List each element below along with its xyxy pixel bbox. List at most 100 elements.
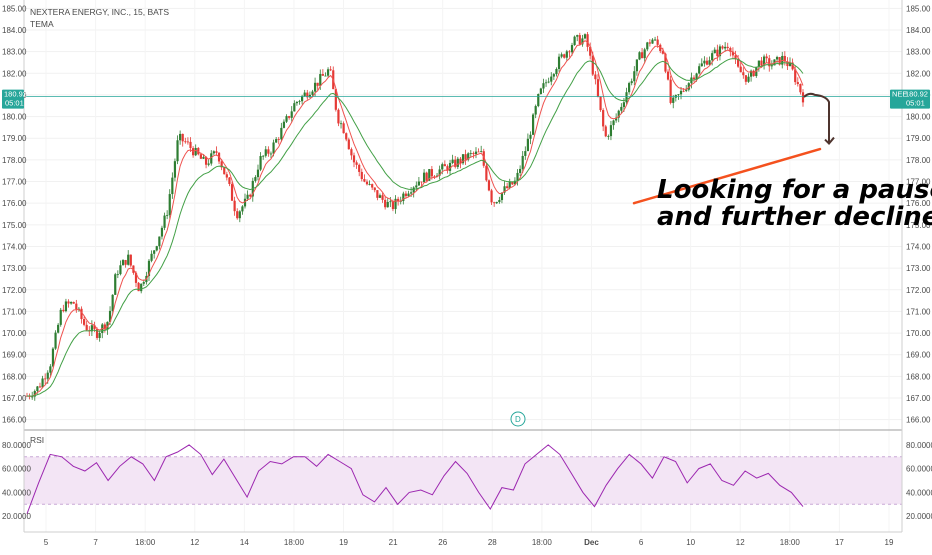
candle — [184, 137, 187, 144]
badge-left-time: 05:01 — [5, 99, 24, 108]
candle — [350, 147, 353, 160]
candle — [560, 52, 563, 59]
candle — [342, 121, 345, 134]
candle — [446, 164, 449, 174]
candle — [98, 330, 101, 342]
candle — [700, 58, 703, 67]
candle — [67, 299, 70, 308]
candle — [705, 57, 709, 66]
price-tick-label: 166.00 — [906, 416, 931, 425]
candle — [703, 56, 706, 67]
candle — [114, 272, 117, 295]
candle — [238, 210, 241, 223]
candle — [259, 152, 262, 172]
candle — [539, 87, 542, 95]
candle — [64, 298, 68, 313]
candle — [443, 160, 446, 167]
candle — [435, 172, 439, 177]
candle — [576, 34, 579, 42]
dividend-marker[interactable]: D — [510, 411, 526, 427]
candle — [262, 155, 265, 160]
projection-arrow-path[interactable] — [803, 92, 830, 143]
candle — [365, 179, 369, 186]
candle — [477, 148, 480, 153]
candle — [456, 156, 459, 170]
candle — [469, 150, 472, 158]
candle — [698, 63, 701, 75]
candle — [275, 137, 278, 143]
price-tick-label: 184.00 — [906, 26, 931, 35]
price-tick-label: 182.00 — [2, 69, 27, 78]
candle — [474, 147, 478, 159]
badge-left-price: 180.92 — [4, 90, 27, 99]
candle — [179, 130, 182, 145]
candle — [721, 45, 724, 50]
candle — [106, 321, 109, 335]
candle — [503, 181, 506, 195]
rsi-overbought-oversold-band — [24, 456, 902, 505]
candle — [264, 146, 267, 158]
candle — [591, 51, 594, 76]
candle — [339, 120, 343, 129]
candle — [306, 89, 309, 100]
candle — [461, 154, 465, 165]
dividend-marker-label[interactable]: D — [515, 415, 521, 424]
candle — [80, 306, 83, 324]
rsi-axis-left: 80.0000 60.0000 40.0000 20.0000 — [2, 441, 31, 521]
candle — [490, 188, 493, 205]
candle — [565, 49, 568, 61]
price-tick-label: 170.00 — [2, 329, 27, 338]
candle — [607, 134, 610, 140]
time-axis[interactable]: 5 7 18:00 12 14 18:00 19 21 26 28 18:00 Dec 6 10 12 18:… — [44, 538, 894, 547]
rsi-tick-label: 20.0000 — [2, 512, 31, 521]
candle — [347, 137, 350, 150]
candle — [293, 100, 296, 112]
price-tick-label: 179.00 — [2, 134, 27, 143]
candle — [760, 56, 763, 67]
price-tick-label: 179.00 — [906, 134, 931, 143]
time-tick-label: 7 — [93, 538, 98, 547]
candle — [547, 77, 550, 84]
price-tick-label: 183.00 — [2, 48, 27, 57]
candle — [72, 301, 75, 304]
candle — [487, 179, 491, 192]
candle — [163, 212, 166, 231]
support-trendline[interactable] — [632, 147, 822, 205]
candle — [646, 41, 649, 52]
candle — [529, 131, 532, 145]
candle — [482, 148, 485, 168]
candle — [269, 151, 273, 159]
candle — [640, 47, 644, 59]
candle — [212, 150, 215, 156]
candle — [493, 201, 496, 207]
price-tick-label: 169.00 — [906, 351, 931, 360]
candle — [563, 53, 566, 59]
candle — [542, 78, 545, 93]
candle — [220, 159, 223, 171]
candle — [153, 250, 156, 259]
candle — [500, 192, 504, 204]
candle — [277, 137, 280, 145]
price-tick-label: 185.00 — [2, 4, 27, 13]
candle — [360, 168, 363, 182]
candle — [49, 364, 52, 376]
candle — [57, 323, 60, 334]
candle — [326, 67, 330, 78]
symbol-line[interactable]: NEXTERA ENERGY, INC., 15, BATS — [30, 7, 169, 17]
candle — [321, 69, 324, 76]
time-tick-label: 5 — [44, 538, 49, 547]
candle — [345, 132, 348, 142]
candle — [329, 66, 332, 72]
candle — [731, 47, 735, 59]
candle — [550, 72, 553, 86]
chart-legend[interactable]: NEXTERA ENERGY, INC., 15, BATS TEMA — [30, 7, 169, 29]
candle — [742, 67, 745, 79]
candle — [524, 146, 527, 160]
rsi-panel-label[interactable]: RSI — [30, 435, 44, 445]
indicator-label[interactable]: TEMA — [30, 19, 54, 29]
candle — [171, 172, 174, 199]
candle — [537, 93, 540, 108]
candle — [801, 89, 805, 107]
time-tick-label: 26 — [438, 538, 447, 547]
